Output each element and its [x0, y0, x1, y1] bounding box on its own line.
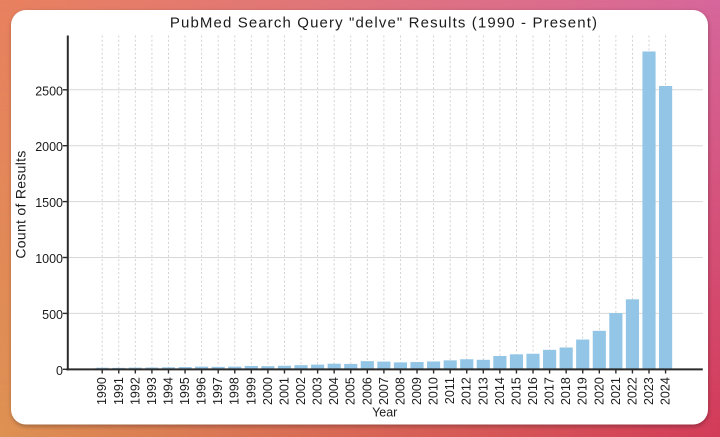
- svg-text:Year: Year: [372, 406, 397, 420]
- svg-text:2007: 2007: [377, 377, 391, 405]
- svg-text:1992: 1992: [128, 377, 142, 405]
- svg-text:2002: 2002: [294, 377, 308, 405]
- svg-text:1500: 1500: [35, 196, 63, 210]
- svg-text:1000: 1000: [35, 252, 63, 266]
- svg-text:2013: 2013: [476, 377, 490, 405]
- svg-text:1990: 1990: [95, 377, 109, 405]
- svg-text:PubMed Search Query "delve" Re: PubMed Search Query "delve" Results (199…: [170, 14, 598, 31]
- svg-text:2500: 2500: [35, 84, 63, 98]
- svg-text:1996: 1996: [195, 377, 209, 405]
- svg-text:1997: 1997: [211, 377, 225, 405]
- svg-text:1991: 1991: [112, 377, 126, 405]
- svg-text:1999: 1999: [244, 377, 258, 405]
- svg-text:1995: 1995: [178, 377, 192, 405]
- svg-text:Count of Results: Count of Results: [13, 150, 29, 258]
- svg-text:2021: 2021: [609, 377, 623, 405]
- svg-text:2024: 2024: [659, 377, 673, 405]
- svg-text:2019: 2019: [576, 377, 590, 405]
- svg-text:2009: 2009: [410, 377, 424, 405]
- svg-text:2011: 2011: [443, 377, 457, 404]
- svg-text:2022: 2022: [625, 377, 639, 405]
- svg-text:2018: 2018: [559, 377, 573, 405]
- svg-text:2012: 2012: [460, 377, 474, 405]
- svg-text:500: 500: [42, 308, 63, 322]
- svg-text:1994: 1994: [161, 377, 175, 405]
- svg-text:2010: 2010: [427, 377, 441, 405]
- svg-text:2020: 2020: [592, 377, 606, 405]
- svg-text:2008: 2008: [393, 377, 407, 405]
- svg-text:2016: 2016: [526, 377, 540, 405]
- svg-text:2001: 2001: [277, 377, 291, 405]
- svg-text:0: 0: [56, 364, 63, 378]
- svg-text:1998: 1998: [228, 377, 242, 405]
- svg-text:2004: 2004: [327, 377, 341, 405]
- svg-text:2023: 2023: [642, 377, 656, 405]
- svg-text:1993: 1993: [145, 377, 159, 405]
- svg-text:2014: 2014: [493, 377, 507, 405]
- svg-text:2005: 2005: [344, 377, 358, 405]
- svg-text:2000: 2000: [35, 140, 63, 154]
- svg-text:2015: 2015: [509, 377, 523, 405]
- svg-text:2003: 2003: [311, 377, 325, 405]
- svg-text:2006: 2006: [360, 377, 374, 405]
- svg-text:2000: 2000: [261, 377, 275, 405]
- svg-text:2017: 2017: [543, 377, 557, 405]
